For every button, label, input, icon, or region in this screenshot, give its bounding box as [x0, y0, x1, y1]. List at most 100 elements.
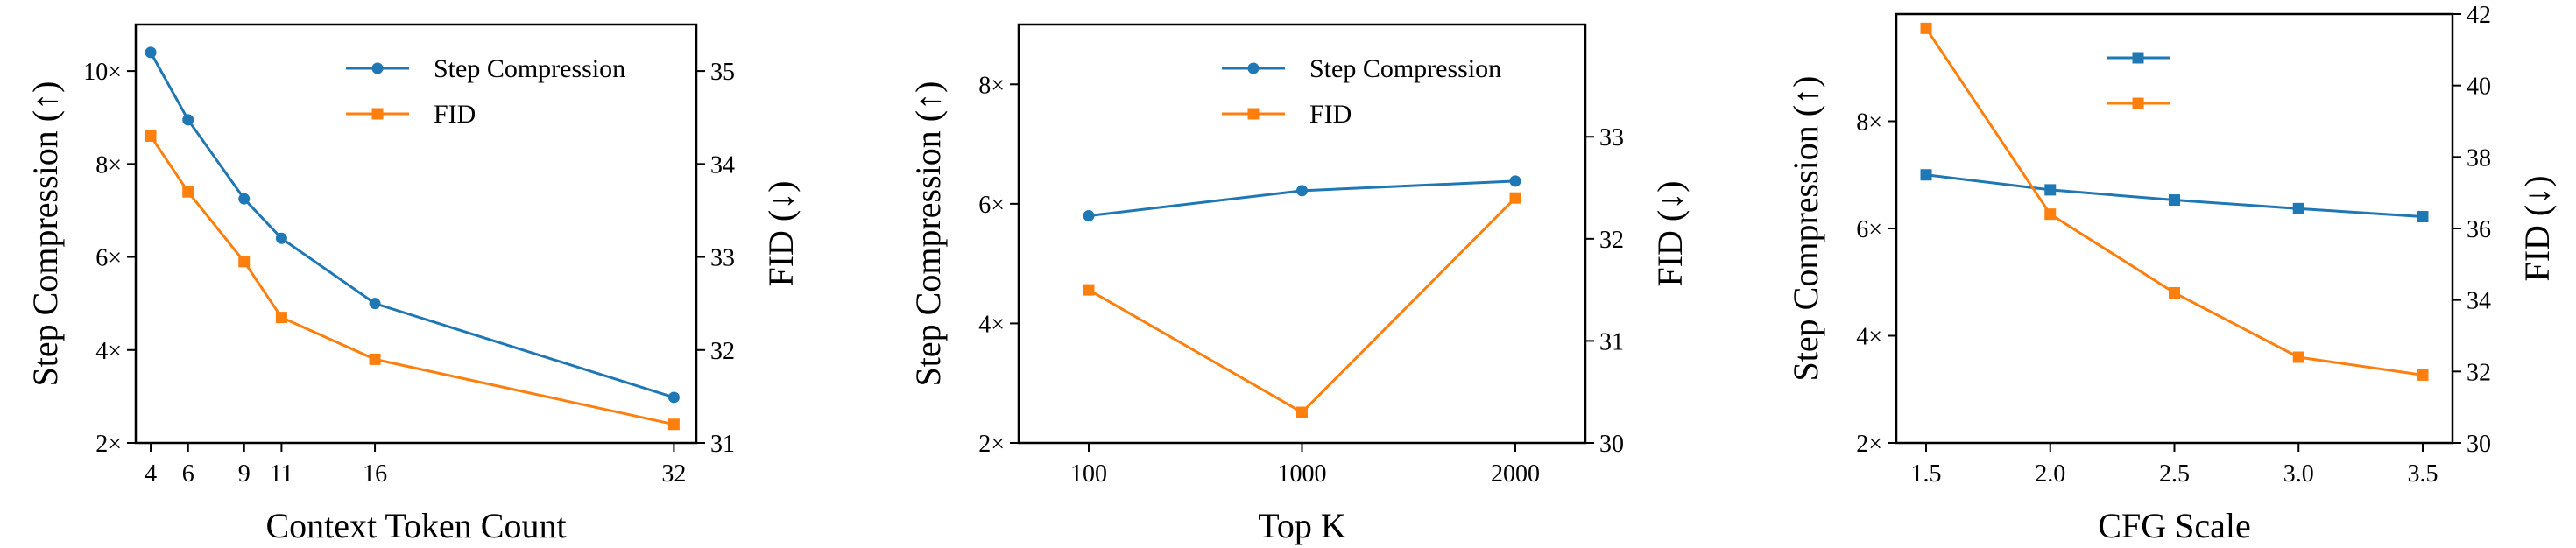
series-1-point [1920, 169, 1932, 181]
y-right-axis-label: FID (↓) [2517, 175, 2557, 281]
legend-label: Step Compression [1309, 54, 1501, 83]
series-line-2 [1088, 197, 1517, 414]
series-2-point [1509, 192, 1521, 204]
x-tick-label: 32 [661, 460, 686, 488]
series-1-point [275, 232, 287, 244]
series-1-point [182, 114, 194, 126]
x-tick-label: 6 [182, 460, 194, 488]
y-left-tick-label: 10× [83, 59, 122, 86]
y-left-tick-label: 6× [978, 192, 1005, 219]
series-1-point [145, 46, 157, 59]
x-axis-label: CFG Scale [2098, 506, 2250, 545]
legend-marker [2132, 52, 2144, 64]
series-1-point [1296, 185, 1308, 197]
y-right-tick-label: 36 [2467, 216, 2491, 243]
x-tick-label: 1.5 [1911, 460, 1942, 488]
y-right-axis-label: FID (↓) [1650, 180, 1690, 286]
y-left-tick-label: 6× [1856, 216, 1882, 243]
chart-1: 4 6 9 11 16 32 2× 4× 6× 8× 10× 31 32 33 34 35 Context To… [25, 23, 801, 545]
y-left-tick-label: 6× [95, 245, 122, 272]
x-tick-label: 11 [270, 460, 293, 488]
series-2-point [275, 312, 287, 324]
chart-2: 100 1000 2000 2× 4× 6× 8× 30 31 32 33 Top K Step Com… [908, 23, 1690, 545]
legend-marker [2132, 97, 2144, 109]
series-2-point [2169, 287, 2180, 299]
legend-marker [371, 108, 384, 120]
y-left-axis-label: Step Compression (↑) [908, 81, 948, 387]
series-2-point [1920, 22, 1932, 34]
series-1-point [2044, 184, 2057, 196]
series-2-point [182, 186, 194, 198]
x-tick-label: 4 [145, 460, 157, 488]
x-tick-label: 2000 [1491, 460, 1540, 488]
y-left-tick-label: 8× [978, 72, 1005, 99]
series-2-point [369, 353, 381, 365]
legend-marker [1247, 108, 1260, 120]
y-right-tick-label: 32 [710, 338, 735, 365]
series-1-point [238, 193, 251, 205]
y-right-tick-label: 34 [710, 151, 735, 179]
series-line-1 [149, 52, 674, 399]
series-2-point [667, 418, 680, 431]
y-right-tick-label: 31 [710, 431, 735, 458]
y-left-tick-label: 8× [1856, 109, 1882, 137]
y-right-tick-label: 32 [1599, 227, 1624, 254]
y-right-tick-label: 34 [2467, 288, 2491, 315]
y-left-tick-label: 2× [1856, 431, 1882, 458]
y-right-tick-label: 42 [2467, 2, 2491, 29]
y-right-tick-label: 32 [2467, 359, 2491, 386]
x-tick-label: 16 [363, 460, 387, 488]
x-tick-label: 3.5 [2407, 460, 2438, 488]
y-right-tick-label: 31 [1599, 328, 1624, 355]
legend-label: FID [1309, 100, 1352, 129]
series-2-point [1296, 406, 1308, 418]
plot-frame [1895, 12, 2454, 445]
x-tick-label: 2.0 [2035, 460, 2065, 488]
x-axis-label: Context Token Count [265, 506, 566, 545]
series-1-point [1083, 210, 1095, 222]
y-left-axis-label: Step Compression (↑) [1786, 76, 1825, 382]
y-right-tick-label: 33 [710, 245, 735, 272]
x-tick-label: 3.0 [2283, 460, 2314, 488]
y-right-tick-label: 30 [2467, 431, 2491, 458]
chart-3: 1.5 2.0 2.5 3.0 3.5 2× 4× 6× 8× 30 32 34 36 38 40 42 CFG… [1786, 2, 2557, 545]
series-1-point [2417, 211, 2429, 223]
y-right-tick-label: 30 [1599, 431, 1624, 458]
series-2-point [238, 256, 251, 268]
legend-label: Step Compression [434, 54, 625, 83]
x-axis-label: Top K [1258, 506, 1346, 545]
y-left-tick-label: 4× [1856, 324, 1882, 351]
series-2-point [1083, 284, 1095, 296]
series-2-point [2417, 369, 2429, 381]
y-right-tick-label: 33 [1599, 124, 1624, 151]
x-tick-label: 2.5 [2159, 460, 2190, 488]
x-tick-label: 1000 [1278, 460, 1327, 488]
x-tick-label: 9 [238, 460, 251, 488]
series-2-point [2292, 351, 2304, 363]
series-line-2 [149, 135, 674, 426]
plot-frame [134, 23, 698, 445]
y-right-tick-label: 38 [2467, 144, 2491, 172]
y-left-tick-label: 4× [95, 338, 122, 365]
series-2-point [2044, 208, 2057, 221]
series-1-point [1509, 175, 1521, 187]
y-left-tick-label: 2× [978, 431, 1005, 458]
series-1-point [369, 298, 381, 310]
y-right-axis-label: FID (↓) [761, 180, 801, 286]
legend-marker [371, 62, 384, 74]
series-1-point [667, 391, 680, 404]
y-left-tick-label: 4× [978, 311, 1005, 338]
series-1-point [2292, 202, 2304, 214]
y-left-tick-label: 2× [95, 431, 122, 458]
y-left-tick-label: 8× [95, 151, 122, 179]
legend-marker [1247, 62, 1260, 74]
series-2-point [145, 130, 157, 142]
x-tick-label: 100 [1070, 460, 1107, 488]
series-1-point [2169, 194, 2180, 207]
y-right-tick-label: 40 [2467, 74, 2491, 101]
plot-frame [1017, 23, 1587, 445]
legend-label: FID [434, 100, 476, 129]
y-right-tick-label: 35 [710, 59, 735, 86]
y-left-axis-label: Step Compression (↑) [25, 81, 65, 387]
